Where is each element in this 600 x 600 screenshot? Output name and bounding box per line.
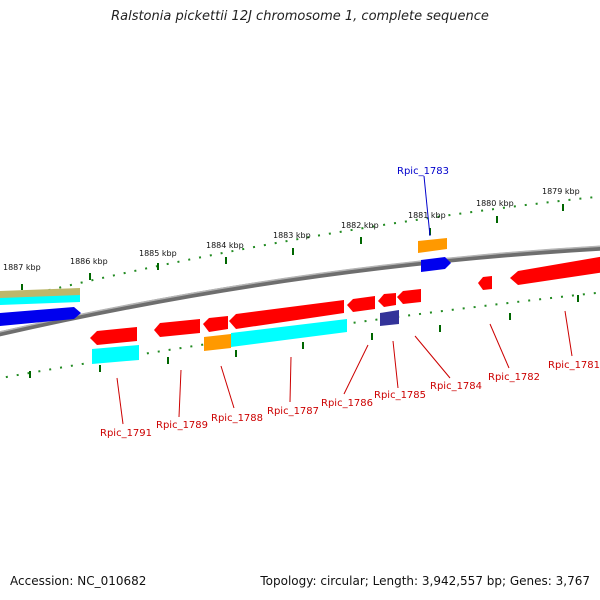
kbp-label-1885: 1885 kbp [139, 249, 177, 258]
gene-orange-1788[interactable] [204, 334, 231, 351]
outer-major-ticks [21, 204, 564, 290]
gene-rpic-1781[interactable] [510, 256, 600, 285]
leader-lines [116, 175, 573, 425]
gene-label-rpic-1791: Rpic_1791 [100, 428, 152, 439]
gene-label-rpic-1785: Rpic_1785 [374, 390, 426, 401]
backbone-arc [0, 245, 600, 337]
gene-label-rpic-1786: Rpic_1786 [321, 398, 373, 409]
gene-rpic-1786[interactable] [347, 296, 375, 312]
gene-rpic-1782[interactable] [478, 276, 492, 290]
kbp-label-1884: 1884 kbp [206, 241, 244, 250]
gene-rpic-1785[interactable] [378, 293, 396, 307]
kbp-label-1879: 1879 kbp [542, 187, 580, 196]
gene-cyan-1791[interactable] [92, 345, 139, 364]
outer-scale [0, 195, 600, 303]
inner-major-ticks [29, 295, 579, 378]
backbone-highlight [0, 245, 600, 333]
topology-summary: Topology: circular; Length: 3,942,557 bp… [260, 574, 590, 588]
gene-cyan-1787[interactable] [231, 319, 347, 347]
kbp-label-1887: 1887 kbp [3, 263, 41, 272]
gene-label-rpic-1789: Rpic_1789 [156, 420, 208, 431]
gene-label-rpic-1788: Rpic_1788 [211, 413, 263, 424]
gene-label-rpic-1782: Rpic_1782 [488, 372, 540, 383]
gene-blue-top[interactable] [421, 257, 451, 272]
kbp-label-1881: 1881 kbp [408, 211, 446, 220]
gene-blue-left[interactable] [0, 307, 81, 326]
gene-label-rpic-1781: Rpic_1781 [548, 360, 600, 371]
forward-genes [0, 238, 600, 326]
gene-label-rpic-1784: Rpic_1784 [430, 381, 482, 392]
gene-label-rpic-1783: Rpic_1783 [397, 166, 449, 177]
gene-rpic-1787[interactable] [229, 300, 344, 329]
gene-orange-top[interactable] [418, 238, 447, 253]
kbp-label-1886: 1886 kbp [70, 257, 108, 266]
reverse-genes [90, 289, 421, 364]
gene-label-rpic-1787: Rpic_1787 [267, 406, 319, 417]
gene-rpic-1789[interactable] [154, 319, 200, 337]
kbp-label-1880: 1880 kbp [476, 199, 514, 208]
gene-navy-1785[interactable] [380, 310, 399, 326]
map-title: Ralstonia pickettii 12J chromosome 1, co… [111, 9, 489, 24]
accession-label: Accession: NC_010682 [10, 574, 147, 588]
gene-rpic-1784[interactable] [397, 289, 421, 304]
gene-rpic-1791[interactable] [90, 327, 137, 345]
kbp-label-1882: 1882 kbp [341, 221, 379, 230]
kbp-label-1883: 1883 kbp [273, 231, 311, 240]
gene-cyan-left[interactable] [0, 295, 80, 305]
gene-rpic-1788[interactable] [203, 316, 228, 332]
